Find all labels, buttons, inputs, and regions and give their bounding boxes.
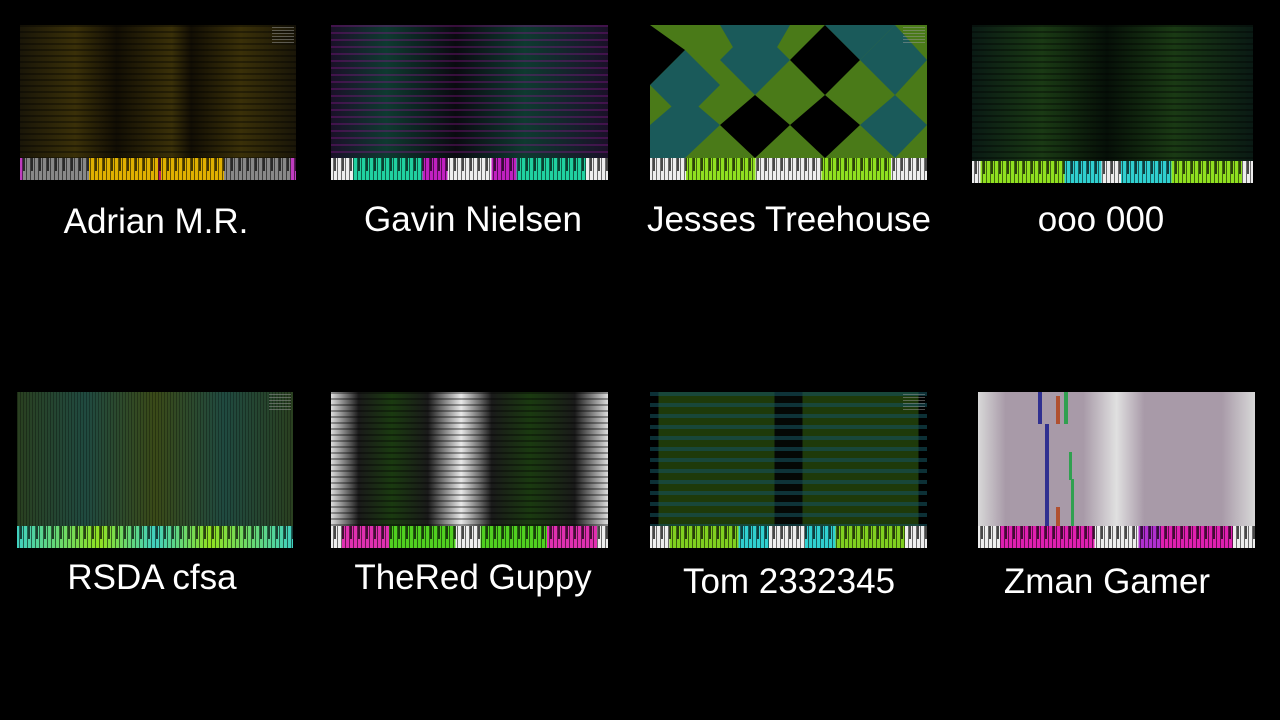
channel-name: Gavin Nielsen — [364, 200, 582, 239]
note-roll — [17, 392, 293, 526]
video-thumbnail-gavin[interactable] — [331, 25, 608, 180]
note-roll — [650, 392, 927, 526]
video-thumbnail-rsda[interactable] — [17, 392, 293, 548]
note-roll — [650, 25, 927, 158]
piano-keyboard — [650, 158, 927, 180]
stats-overlay — [269, 394, 291, 412]
piano-keyboard — [331, 158, 608, 180]
piano-keyboard — [972, 161, 1253, 183]
channel-name: ooo 000 — [1037, 200, 1165, 239]
note-bar — [1038, 392, 1042, 424]
channel-name: Jesses Treehouse — [646, 200, 932, 239]
note-roll — [978, 392, 1255, 526]
note-bar — [1056, 396, 1060, 424]
note-bar — [1045, 424, 1049, 526]
piano-keyboard — [20, 158, 296, 180]
note-bar — [1056, 507, 1060, 526]
video-thumbnail-zman[interactable] — [978, 392, 1255, 548]
stats-overlay — [272, 27, 294, 45]
video-thumbnail-tom[interactable] — [650, 392, 927, 548]
piano-keyboard — [978, 526, 1255, 548]
video-thumbnail-ooo[interactable] — [972, 25, 1253, 183]
channel-name: Zman Gamer — [1003, 562, 1211, 601]
piano-keyboard — [650, 526, 927, 548]
piano-keyboard — [17, 526, 293, 548]
stats-overlay — [903, 394, 925, 412]
video-thumbnail-adrian[interactable] — [20, 25, 296, 180]
piano-keyboard — [331, 526, 608, 548]
stats-overlay — [903, 27, 925, 45]
channel-name: TheRed Guppy — [354, 558, 592, 597]
note-roll — [972, 25, 1253, 161]
channel-name: Tom 2332345 — [682, 562, 896, 601]
channel-name: RSDA cfsa — [67, 558, 237, 597]
note-roll — [20, 25, 296, 158]
video-thumbnail-jesses[interactable] — [650, 25, 927, 180]
diamond-pattern — [650, 25, 927, 158]
video-thumbnail-thered[interactable] — [331, 392, 608, 548]
note-bar — [1064, 392, 1068, 424]
note-bar — [1071, 479, 1074, 526]
note-roll — [331, 392, 608, 526]
note-bar — [1069, 452, 1072, 480]
channel-name: Adrian M.R. — [63, 202, 249, 241]
note-roll — [331, 25, 608, 158]
